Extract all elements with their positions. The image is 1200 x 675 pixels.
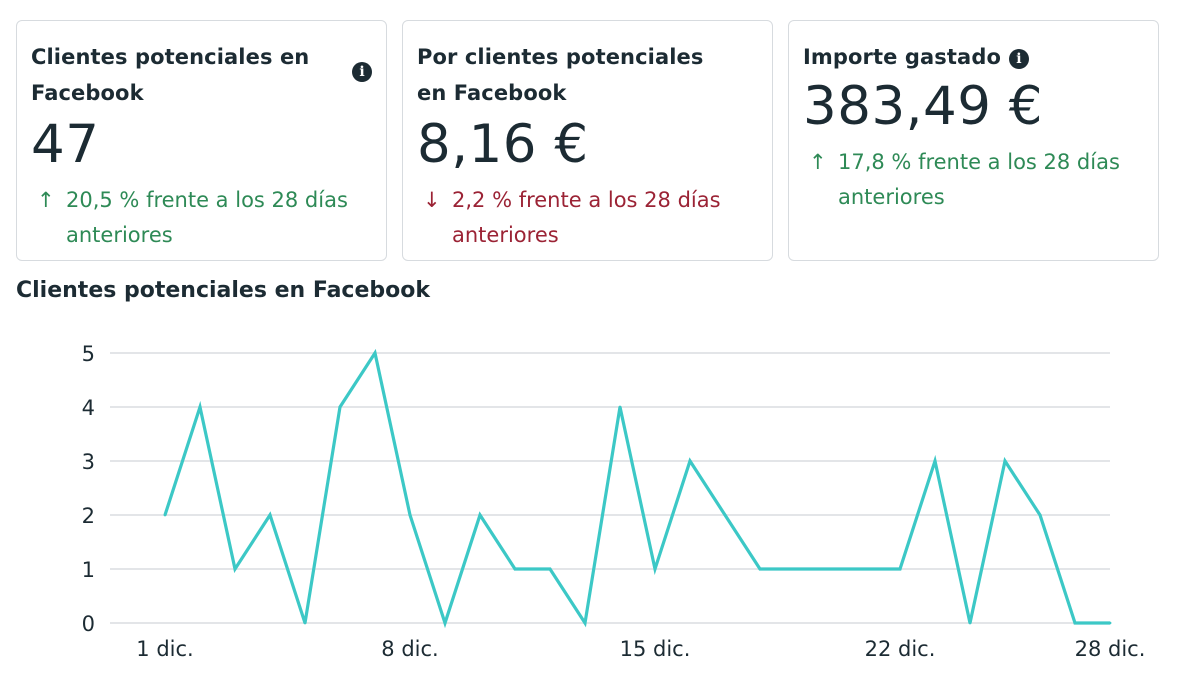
x-tick-label: 15 dic. [620, 637, 691, 661]
data-point [653, 567, 657, 571]
y-tick-label: 0 [82, 612, 95, 636]
metric-value: 47 [31, 114, 100, 175]
data-point [338, 405, 342, 409]
leads-metric-card: Clientes potenciales en Facebook i 47 ↑ … [16, 20, 387, 261]
data-point [863, 567, 867, 571]
metric-change: ↑ 17,8 % frente a los 28 días anteriores [803, 145, 1144, 215]
metric-change-text: 2,2 % frente a los 28 días anteriores [452, 188, 721, 247]
y-tick-label: 5 [82, 342, 95, 366]
x-tick-label: 22 dic. [865, 637, 936, 661]
data-point [408, 513, 412, 517]
metric-value: 8,16 € [417, 114, 589, 175]
x-tick-label: 28 dic. [1075, 637, 1146, 661]
data-point [793, 567, 797, 571]
chart-title: Clientes potenciales en Facebook [16, 278, 431, 303]
data-point [968, 621, 972, 625]
metric-change: ↓ 2,2 % frente a los 28 días anteriores [417, 183, 758, 253]
data-point [583, 621, 587, 625]
metric-change: ↑ 20,5 % frente a los 28 días anteriores [31, 183, 372, 253]
data-point [1108, 621, 1112, 625]
amount-spent-metric-card: Importe gastado i 383,49 € ↑ 17,8 % frent… [788, 20, 1159, 261]
info-icon[interactable]: i [1008, 49, 1029, 69]
data-point [268, 513, 272, 517]
metric-value: 383,49 € [803, 76, 1044, 137]
info-icon[interactable]: i [352, 62, 372, 82]
data-point [513, 567, 517, 571]
data-point [618, 405, 622, 409]
y-tick-label: 3 [82, 450, 95, 474]
metric-change-text: 17,8 % frente a los 28 días anteriores [838, 150, 1120, 209]
data-point [688, 459, 692, 463]
arrow-up-icon: ↑ [809, 150, 827, 174]
cost-per-lead-metric-card: Por clientes potenciales en Facebook 8,1… [402, 20, 773, 261]
card-title: Por clientes potenciales en Facebook [417, 45, 704, 105]
data-point [163, 513, 167, 517]
arrow-down-icon: ↓ [423, 188, 441, 212]
card-title-row: Importe gastado i [803, 39, 1144, 75]
card-title: Clientes potenciales en Facebook [31, 45, 310, 105]
arrow-up-icon: ↑ [37, 188, 55, 212]
y-tick-label: 1 [82, 558, 95, 582]
series-line-0 [163, 348, 1110, 629]
data-point [478, 513, 482, 517]
data-point [933, 459, 937, 463]
card-title: Importe gastado [803, 45, 1001, 69]
x-tick-label: 8 dic. [381, 637, 438, 661]
leads-line-chart: 0 1 2 3 4 5 1 dic. 8 dic. 15 dic. 22 dic. 28 dic. [82, 342, 1146, 661]
data-point [723, 513, 727, 517]
data-point [828, 567, 832, 571]
data-point [898, 567, 902, 571]
data-point [443, 621, 447, 625]
data-point [233, 567, 237, 571]
data-point [1038, 513, 1042, 517]
data-point [1003, 459, 1007, 463]
data-point [373, 351, 377, 355]
y-tick-label: 4 [82, 396, 95, 420]
data-point [1073, 621, 1077, 625]
data-point [758, 567, 762, 571]
metric-change-text: 20,5 % frente a los 28 días anteriores [66, 188, 348, 247]
data-point [548, 567, 552, 571]
data-point [303, 621, 307, 625]
x-tick-label: 1 dic. [136, 637, 193, 661]
y-tick-label: 2 [82, 504, 95, 528]
data-point [198, 405, 202, 409]
